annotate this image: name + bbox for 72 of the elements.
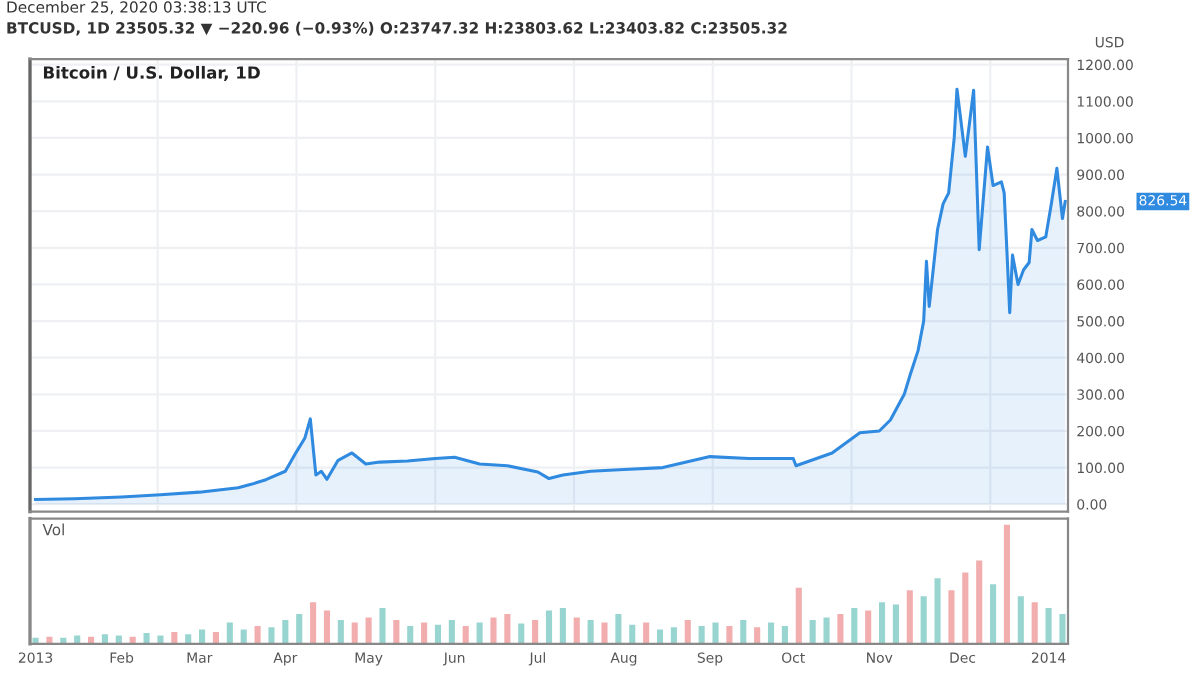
- bar: [1017, 596, 1024, 644]
- bar: [532, 620, 539, 644]
- bar: [976, 560, 983, 644]
- bar: [101, 634, 108, 644]
- bar: [795, 587, 802, 644]
- bar: [476, 622, 483, 644]
- bar: [712, 622, 719, 644]
- bar: [656, 629, 664, 644]
- bar: [851, 608, 858, 644]
- bar: [879, 602, 886, 644]
- bar: [296, 614, 303, 644]
- bar: [573, 617, 580, 644]
- bar: [1003, 524, 1010, 644]
- bar: [518, 623, 525, 644]
- bar: [1059, 614, 1066, 644]
- bar: [351, 622, 358, 644]
- bar: [254, 625, 261, 644]
- bar: [1045, 608, 1052, 644]
- bar: [462, 625, 469, 644]
- bar: [601, 622, 608, 644]
- bar: [171, 631, 178, 644]
- bar: [365, 617, 372, 644]
- bar: [934, 578, 941, 644]
- bar: [670, 627, 677, 644]
- bar: [199, 629, 206, 644]
- bar: [906, 590, 913, 644]
- bar: [684, 620, 691, 644]
- bar: [559, 608, 566, 644]
- bar: [115, 635, 122, 644]
- bar: [32, 637, 39, 644]
- bar: [74, 635, 81, 644]
- bar: [337, 620, 344, 644]
- bar: [143, 633, 150, 644]
- bar: [421, 622, 428, 644]
- bar: [726, 625, 733, 644]
- bar: [823, 617, 830, 644]
- chart-title: Bitcoin / U.S. Dollar, 1D: [43, 65, 260, 81]
- bar: [754, 627, 761, 644]
- bar: [212, 631, 219, 644]
- bar: [448, 620, 455, 644]
- bar: [407, 625, 414, 644]
- bar: [809, 620, 816, 644]
- bar: [948, 590, 955, 644]
- bar: [837, 614, 844, 644]
- bar: [698, 625, 705, 644]
- bar: [185, 634, 192, 644]
- bar: [767, 622, 775, 644]
- bar: [740, 620, 747, 644]
- bar: [268, 627, 275, 644]
- bar: [643, 622, 650, 644]
- bar: [865, 610, 872, 644]
- bar: [545, 610, 553, 644]
- bar: [781, 625, 788, 644]
- bar: [587, 620, 594, 644]
- bar: [990, 584, 997, 644]
- bar: [892, 604, 899, 644]
- bar: [1031, 602, 1038, 644]
- bar: [157, 635, 164, 644]
- bar: [490, 617, 497, 644]
- bar: [504, 614, 511, 644]
- bar: [240, 629, 247, 644]
- bar: [226, 622, 233, 644]
- bar: [323, 610, 331, 644]
- bar: [379, 608, 386, 644]
- bar: [615, 614, 622, 644]
- bar: [282, 620, 289, 644]
- bar: [434, 624, 442, 644]
- bar: [920, 596, 927, 644]
- bar: [310, 602, 317, 644]
- bar: [393, 620, 400, 644]
- bar: [629, 624, 636, 644]
- bar: [962, 572, 969, 644]
